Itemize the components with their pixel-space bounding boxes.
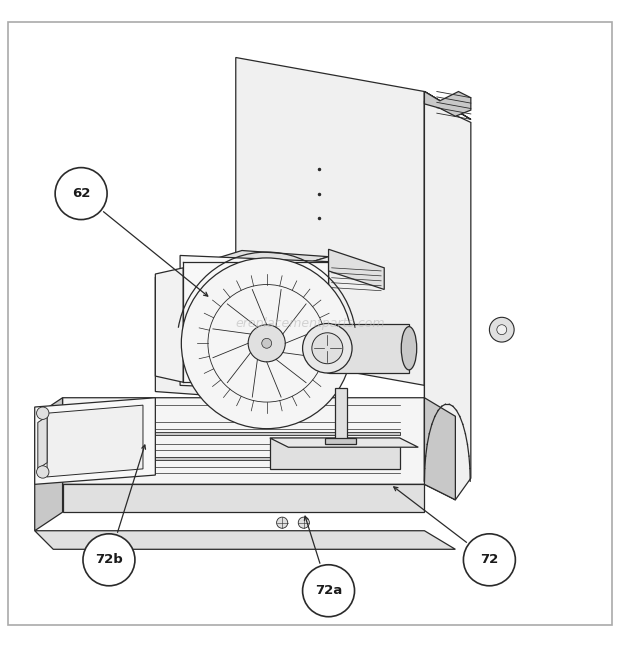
- Polygon shape: [180, 256, 329, 391]
- Circle shape: [303, 565, 355, 617]
- Text: 72b: 72b: [95, 553, 123, 566]
- Polygon shape: [425, 101, 471, 499]
- Ellipse shape: [319, 324, 338, 373]
- Polygon shape: [63, 398, 455, 499]
- Polygon shape: [35, 398, 156, 485]
- Circle shape: [181, 258, 352, 429]
- Circle shape: [248, 325, 285, 362]
- Circle shape: [277, 517, 288, 528]
- Polygon shape: [156, 277, 242, 398]
- Polygon shape: [270, 438, 418, 447]
- Polygon shape: [35, 398, 63, 531]
- Polygon shape: [156, 250, 329, 283]
- Circle shape: [489, 317, 514, 342]
- Polygon shape: [63, 485, 425, 512]
- Polygon shape: [329, 324, 409, 373]
- Polygon shape: [425, 91, 471, 119]
- Polygon shape: [47, 405, 143, 477]
- Polygon shape: [242, 266, 332, 421]
- Polygon shape: [236, 58, 425, 386]
- Circle shape: [497, 325, 507, 334]
- Text: ereplacementparts.com: ereplacementparts.com: [235, 317, 385, 330]
- Circle shape: [37, 407, 49, 419]
- Polygon shape: [335, 388, 347, 441]
- Text: 72a: 72a: [315, 584, 342, 597]
- Polygon shape: [38, 416, 47, 469]
- Polygon shape: [425, 398, 455, 499]
- Polygon shape: [35, 531, 455, 549]
- Text: 72: 72: [480, 553, 498, 566]
- Circle shape: [303, 324, 352, 373]
- Polygon shape: [329, 249, 384, 289]
- Polygon shape: [81, 457, 400, 459]
- Ellipse shape: [401, 327, 417, 370]
- Polygon shape: [425, 91, 471, 116]
- Polygon shape: [156, 268, 183, 382]
- Polygon shape: [326, 438, 356, 444]
- Polygon shape: [425, 91, 440, 395]
- Text: 62: 62: [72, 187, 91, 200]
- Circle shape: [55, 168, 107, 219]
- Polygon shape: [81, 432, 400, 435]
- Polygon shape: [425, 91, 455, 499]
- Circle shape: [298, 517, 309, 528]
- Circle shape: [463, 534, 515, 586]
- Polygon shape: [270, 438, 400, 469]
- Circle shape: [262, 338, 272, 348]
- Circle shape: [83, 534, 135, 586]
- Circle shape: [312, 333, 343, 364]
- Polygon shape: [242, 257, 329, 398]
- Circle shape: [37, 466, 49, 478]
